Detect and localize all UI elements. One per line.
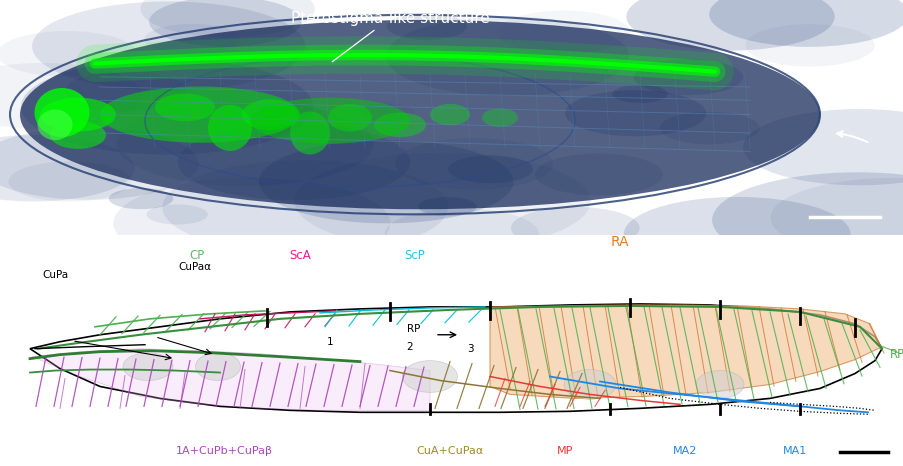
Ellipse shape — [374, 113, 425, 137]
Ellipse shape — [32, 1, 305, 91]
Polygon shape — [489, 305, 881, 398]
Ellipse shape — [64, 71, 188, 111]
Ellipse shape — [163, 160, 448, 254]
Text: CP: CP — [189, 249, 204, 262]
Ellipse shape — [258, 140, 513, 223]
Text: Pterostigma-like structure: Pterostigma-like structure — [290, 11, 489, 62]
Ellipse shape — [712, 172, 903, 268]
Ellipse shape — [116, 102, 374, 186]
Ellipse shape — [113, 178, 390, 268]
Ellipse shape — [149, 0, 302, 47]
Text: ScP: ScP — [405, 249, 425, 262]
Ellipse shape — [395, 138, 553, 190]
Ellipse shape — [0, 63, 143, 129]
Text: 1A+CuPb+CuPaβ: 1A+CuPb+CuPaβ — [175, 446, 272, 456]
Ellipse shape — [742, 109, 903, 185]
Ellipse shape — [144, 24, 239, 55]
Ellipse shape — [250, 98, 410, 144]
Ellipse shape — [37, 110, 72, 140]
Text: RA: RA — [610, 235, 628, 249]
Polygon shape — [32, 349, 430, 411]
Text: MP: MP — [556, 446, 573, 456]
Text: CuA+CuPaα: CuA+CuPaα — [416, 446, 483, 456]
Ellipse shape — [0, 135, 135, 201]
Ellipse shape — [290, 111, 330, 155]
Text: RP: RP — [889, 348, 903, 361]
Text: CuPa: CuPa — [42, 270, 68, 280]
Ellipse shape — [708, 0, 903, 47]
Text: ScA: ScA — [289, 249, 311, 262]
Ellipse shape — [294, 153, 590, 250]
Ellipse shape — [178, 124, 410, 200]
Ellipse shape — [448, 155, 533, 183]
Ellipse shape — [384, 208, 538, 259]
Ellipse shape — [50, 121, 106, 149]
Ellipse shape — [195, 353, 240, 381]
Ellipse shape — [695, 370, 743, 398]
Polygon shape — [30, 304, 881, 412]
Ellipse shape — [34, 88, 89, 137]
Ellipse shape — [564, 90, 705, 137]
Ellipse shape — [626, 0, 833, 51]
Text: CuPaα: CuPaα — [178, 262, 211, 272]
Ellipse shape — [20, 20, 819, 209]
Ellipse shape — [328, 104, 372, 131]
Ellipse shape — [21, 59, 313, 155]
Ellipse shape — [40, 98, 116, 131]
Ellipse shape — [659, 112, 759, 144]
Ellipse shape — [386, 14, 466, 40]
Ellipse shape — [386, 17, 628, 96]
Ellipse shape — [242, 99, 298, 130]
Ellipse shape — [769, 178, 903, 258]
Ellipse shape — [146, 205, 208, 225]
Ellipse shape — [418, 197, 477, 216]
Ellipse shape — [8, 161, 131, 201]
Ellipse shape — [535, 153, 662, 195]
Ellipse shape — [154, 94, 215, 121]
Ellipse shape — [623, 197, 850, 271]
Text: 1: 1 — [326, 337, 333, 347]
Ellipse shape — [123, 353, 172, 381]
Ellipse shape — [0, 128, 199, 200]
Text: 2: 2 — [406, 342, 413, 352]
Text: MA1: MA1 — [782, 446, 806, 456]
Ellipse shape — [510, 207, 639, 249]
Ellipse shape — [563, 370, 615, 399]
Ellipse shape — [633, 59, 742, 95]
Ellipse shape — [208, 105, 252, 151]
Ellipse shape — [612, 85, 667, 103]
Ellipse shape — [402, 361, 457, 392]
Ellipse shape — [100, 87, 300, 143]
Text: RP: RP — [406, 324, 420, 334]
Text: 3: 3 — [466, 344, 473, 354]
Ellipse shape — [140, 0, 314, 37]
Ellipse shape — [430, 104, 470, 125]
Ellipse shape — [481, 109, 517, 127]
Ellipse shape — [108, 188, 173, 209]
Text: MA2: MA2 — [672, 446, 696, 456]
